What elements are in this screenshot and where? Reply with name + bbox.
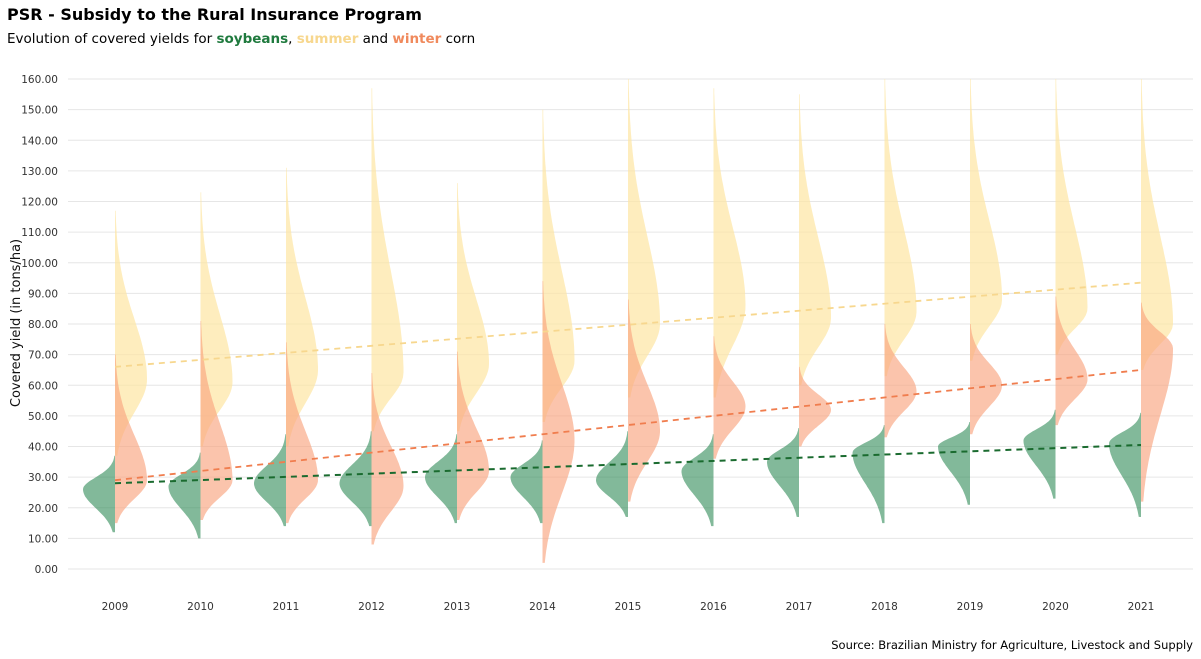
summer-violin-2020 <box>1055 79 1088 355</box>
winter-violin-2021 <box>1141 302 1173 502</box>
summer-violin-2021 <box>1141 79 1173 370</box>
y-tick-label: 50.00 <box>28 411 58 423</box>
summer-violin-2011 <box>286 167 318 447</box>
soybeans-violin-2013 <box>425 434 457 524</box>
soybeans-violin-2009 <box>83 455 115 533</box>
winter-violin-2009 <box>115 354 147 524</box>
winter-violin-2017 <box>799 366 831 447</box>
trend-lines <box>114 281 1142 485</box>
soybeans-violin-2021 <box>1109 412 1141 517</box>
summer-violin-2013 <box>457 183 489 432</box>
winter-trend-line <box>114 369 1142 482</box>
y-axis-label: Covered yield (in tons/ha) <box>9 239 24 407</box>
subtitle-winter: winter <box>392 31 442 47</box>
winter-violin-2014 <box>542 281 575 563</box>
y-tick-label: 140.00 <box>21 135 58 147</box>
summer-violin-2009 <box>115 210 147 456</box>
y-tick-label: 30.00 <box>28 472 58 484</box>
y-tick-label: 90.00 <box>28 288 58 300</box>
summer-violin-2012 <box>371 88 404 432</box>
x-tick-label: 2011 <box>273 601 300 613</box>
soybeans-violin-2015 <box>596 431 628 517</box>
subtitle-soybeans: soybeans <box>216 31 289 47</box>
x-tick-label: 2018 <box>871 601 898 613</box>
soybeans-violin-2020 <box>1023 409 1056 499</box>
x-tick-label: 2016 <box>700 601 727 613</box>
subtitle-summer: summer <box>296 31 359 47</box>
y-tick-label: 100.00 <box>21 258 58 270</box>
x-tick-label: 2012 <box>358 601 385 613</box>
y-tick-label: 20.00 <box>28 503 58 515</box>
y-tick-label: 80.00 <box>28 319 58 331</box>
summer-violin-2018 <box>884 79 917 377</box>
soybeans-violin-2016 <box>681 434 714 527</box>
y-tick-label: 120.00 <box>21 197 58 209</box>
summer-violin-2010 <box>200 192 233 447</box>
y-tick-label: 160.00 <box>21 74 58 86</box>
x-axis-ticks: 2009 2010 2011 2012 2013 2014 2015 2016 2017 2018… <box>102 601 1155 613</box>
chart-title: PSR - Subsidy to the Rural Insurance Pro… <box>7 5 422 24</box>
x-tick-label: 2021 <box>1128 601 1155 613</box>
y-tick-label: 10.00 <box>28 533 58 545</box>
winter-violin-2010 <box>200 320 233 520</box>
soybeans-violin-2017 <box>767 428 799 517</box>
x-tick-label: 2013 <box>444 601 471 613</box>
soybeans-violin-2010 <box>168 452 201 539</box>
y-tick-label: 40.00 <box>28 442 58 454</box>
x-tick-label: 2017 <box>786 601 813 613</box>
x-tick-label: 2009 <box>102 601 129 613</box>
y-tick-label: 0.00 <box>35 564 58 576</box>
y-tick-label: 110.00 <box>21 227 58 239</box>
soybeans-violin-2014 <box>510 440 543 524</box>
winter-violin-2019 <box>970 324 1002 435</box>
winter-violin-2013 <box>457 351 489 520</box>
subtitle-prefix: Evolution of covered yields for <box>7 31 217 47</box>
y-tick-label: 60.00 <box>28 380 58 392</box>
winter-violin-2015 <box>628 299 660 502</box>
soybeans-violin-2019 <box>938 422 970 505</box>
summer-violin-2014 <box>542 109 575 422</box>
summer-violin-2019 <box>970 79 1002 361</box>
winter-violin-2018 <box>884 324 917 438</box>
summer-violin-2015 <box>628 79 660 398</box>
soybeans-violin-2011 <box>254 434 286 527</box>
y-tick-label: 70.00 <box>28 350 58 362</box>
chart-subtitle: Evolution of covered yields for soybeans… <box>7 31 475 47</box>
source-note: Source: Brazilian Ministry for Agricultu… <box>831 638 1193 652</box>
y-tick-label: 150.00 <box>21 105 58 117</box>
soybeans-violin-2012 <box>339 431 372 527</box>
x-tick-label: 2020 <box>1042 601 1069 613</box>
summer-violin-2017 <box>799 94 831 386</box>
winter-violin-2012 <box>371 373 404 545</box>
x-tick-label: 2019 <box>957 601 984 613</box>
x-tick-label: 2015 <box>615 601 642 613</box>
y-axis-ticks: 0.00 10.00 20.00 30.00 40.00 50.00 60.00 70.00 8… <box>21 74 58 576</box>
x-tick-label: 2010 <box>187 601 214 613</box>
winter-violin-2016 <box>713 336 746 459</box>
summer-violin-2016 <box>713 88 746 398</box>
x-tick-label: 2014 <box>529 601 556 613</box>
subtitle-and: and <box>358 31 393 47</box>
subtitle-suffix: corn <box>441 31 476 47</box>
soybeans-violin-2018 <box>852 425 885 524</box>
subtitle-sep: , <box>288 31 297 47</box>
y-tick-label: 130.00 <box>21 166 58 178</box>
violins <box>83 79 1173 563</box>
winter-violin-2020 <box>1055 296 1088 426</box>
winter-violin-2011 <box>286 342 318 524</box>
